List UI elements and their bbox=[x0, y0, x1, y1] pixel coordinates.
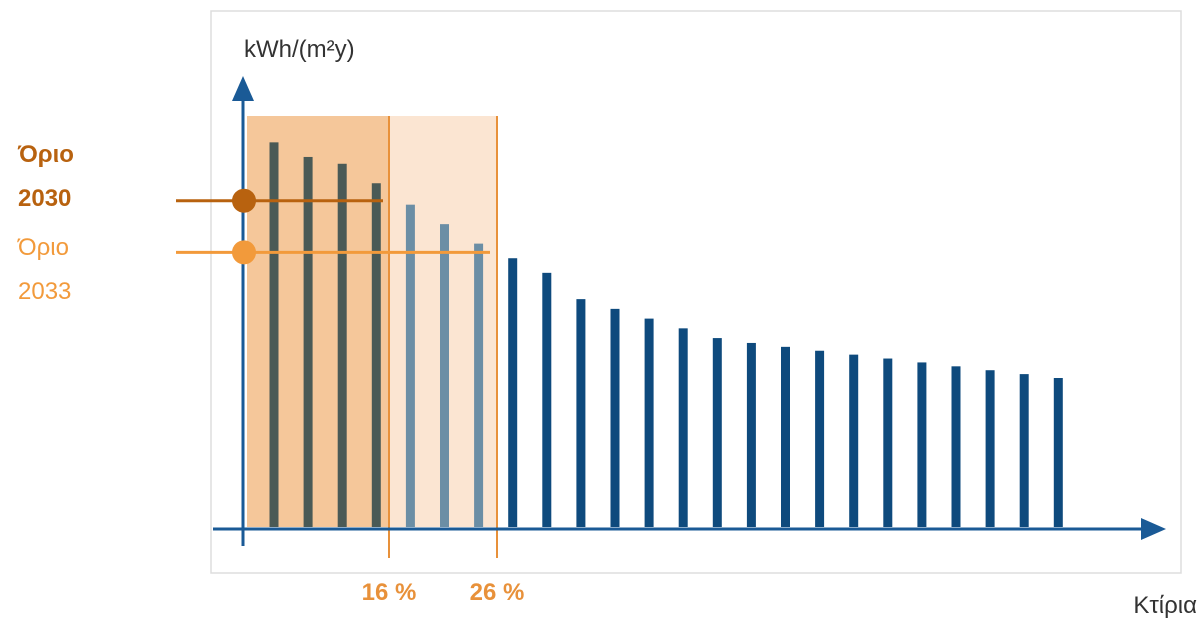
bar bbox=[303, 156, 313, 527]
bar bbox=[576, 299, 586, 527]
bar bbox=[644, 318, 654, 527]
threshold-label-2030-line2: 2030 bbox=[18, 185, 71, 212]
bar bbox=[815, 350, 825, 527]
percent-label-26: 26 % bbox=[470, 579, 525, 606]
bar bbox=[1019, 374, 1029, 527]
bar bbox=[269, 142, 279, 527]
bar bbox=[712, 338, 722, 527]
bar bbox=[1053, 378, 1063, 527]
bar bbox=[849, 354, 859, 527]
percent-label-16: 16 % bbox=[362, 579, 417, 606]
shade-16-percent bbox=[247, 116, 389, 527]
threshold-dot-2030 bbox=[232, 188, 256, 213]
x-axis-label: Κτίρια bbox=[1133, 592, 1197, 618]
bar bbox=[337, 163, 347, 527]
bar-group bbox=[269, 142, 1063, 527]
y-axis-label: kWh/(m²y) bbox=[244, 36, 355, 63]
threshold-label-2033-line2: 2033 bbox=[18, 278, 71, 305]
bar bbox=[985, 370, 995, 527]
bar bbox=[883, 358, 893, 527]
y-axis-arrow bbox=[232, 76, 254, 101]
bar bbox=[781, 346, 790, 527]
bar bbox=[951, 366, 961, 527]
bar bbox=[371, 183, 381, 527]
bar bbox=[508, 258, 518, 527]
bar bbox=[542, 272, 552, 527]
threshold-label-2033-line1: Όριο bbox=[17, 234, 69, 261]
bar bbox=[746, 342, 756, 527]
threshold-label-2030-line1: Όριο bbox=[17, 141, 74, 168]
threshold-dot-2033 bbox=[232, 240, 256, 265]
bar bbox=[917, 362, 927, 527]
x-axis-arrow bbox=[1141, 518, 1166, 540]
bar bbox=[405, 204, 415, 527]
bar bbox=[678, 328, 688, 527]
bar bbox=[474, 243, 484, 527]
bar bbox=[440, 224, 449, 527]
bar bbox=[610, 308, 620, 527]
